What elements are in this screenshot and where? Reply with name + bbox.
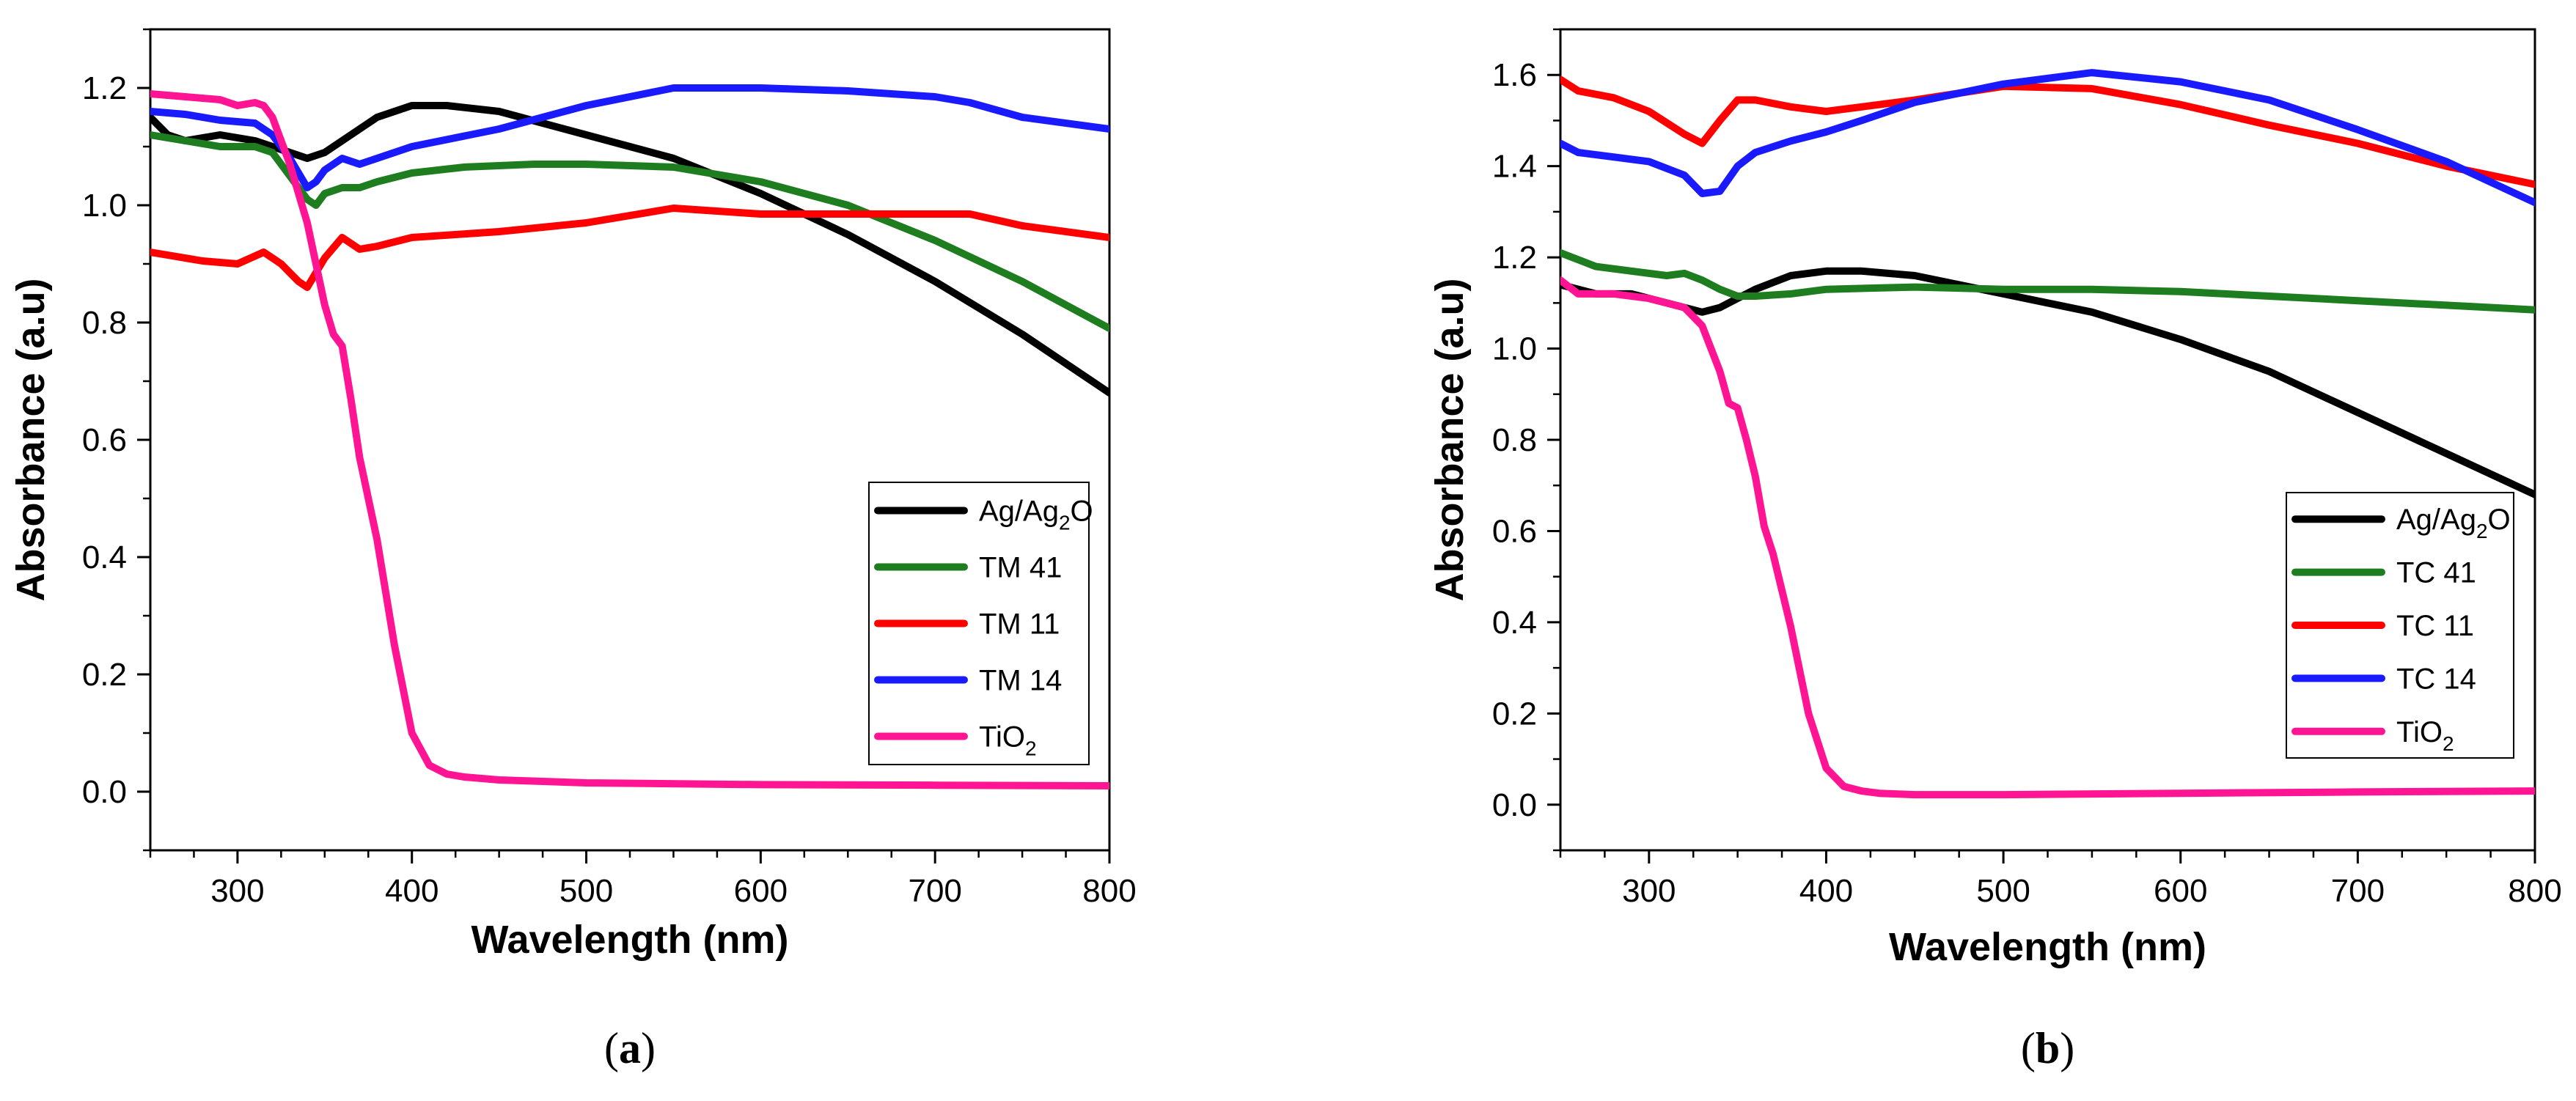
series-line-tc-41 <box>1560 248 2535 314</box>
y-tick-label: 0.6 <box>82 422 127 458</box>
legend-label: TM 41 <box>979 552 1062 584</box>
y-tick-label: 1.0 <box>1492 331 1537 367</box>
y-tick-label: 0.0 <box>1492 787 1537 823</box>
legend-label: TC 11 <box>2396 610 2474 642</box>
y-tick-label: 0.6 <box>1492 513 1537 549</box>
y-tick-label: 1.2 <box>82 70 127 106</box>
y-tick-label: 0.4 <box>82 540 127 575</box>
x-tick-label: 600 <box>2154 873 2207 909</box>
series-lines <box>1560 69 2535 799</box>
y-tick-label: 0.8 <box>1492 422 1537 458</box>
y-tick-label: 0.4 <box>1492 605 1537 641</box>
x-tick-label: 800 <box>1082 873 1136 909</box>
y-axis-title: Absorbance (a.u) <box>9 278 53 601</box>
legend: Ag/Ag2O TC 41 TC 11 TC 14 TiO2 <box>2286 492 2514 759</box>
series-line-tc-14 <box>1560 69 2535 207</box>
y-tick-label: 0.8 <box>82 305 127 341</box>
panel-label: (b) <box>2021 1024 2074 1072</box>
y-tick-label: 1.0 <box>82 188 127 224</box>
x-axis-title: Wavelength (nm) <box>471 918 788 962</box>
x-tick-label: 700 <box>908 873 961 909</box>
panel-label: (a) <box>604 1024 656 1072</box>
x-axis-title: Wavelength (nm) <box>1889 925 2206 969</box>
legend-label: TiO2 <box>979 721 1037 760</box>
series-line-tc-11 <box>1560 76 2535 188</box>
y-tick-label: 1.2 <box>1492 240 1537 276</box>
series-line-tio2 <box>150 90 1109 789</box>
y-tick-label: 0.2 <box>82 657 127 693</box>
legend-label: TiO2 <box>2396 716 2454 755</box>
chart-panel-b: 300 400 500 600 700 800 0.0 0.2 0.4 0.6 0.8 1.0 1.2 1… <box>1428 28 2562 1072</box>
legend-label: Ag/Ag2O <box>2396 504 2511 542</box>
series-line-tm-41 <box>150 131 1109 332</box>
x-tick-label: 400 <box>385 873 438 909</box>
x-tick-label: 300 <box>1622 873 1676 909</box>
x-tick-label: 500 <box>1976 873 2030 909</box>
series-line-tm-14 <box>150 84 1109 191</box>
y-tick-label: 1.6 <box>1492 57 1537 93</box>
series-line-tio2 <box>1560 276 2535 799</box>
x-tick-label: 500 <box>559 873 613 909</box>
series-line-ag-ag2o <box>150 102 1109 397</box>
legend-label: TM 11 <box>979 608 1060 641</box>
x-tick-label: 400 <box>1799 873 1853 909</box>
x-tick-label: 700 <box>2331 873 2385 909</box>
legend-label: TM 14 <box>979 665 1062 697</box>
x-tick-label: 300 <box>210 873 264 909</box>
y-axis-title: Absorbance (a.u) <box>1428 278 1472 601</box>
legend-label: Ag/Ag2O <box>979 496 1093 534</box>
legend-label: TC 41 <box>2396 557 2476 589</box>
series-line-tm-11 <box>150 205 1109 291</box>
y-tick-label: 1.4 <box>1492 149 1537 185</box>
chart-panel-a: 300 400 500 600 700 800 0.0 0.2 0.4 0.6 0.8 1.0 1.2 W… <box>9 28 1137 1072</box>
series-lines <box>150 84 1109 789</box>
x-tick-label: 600 <box>734 873 788 909</box>
legend: Ag/Ag2O TM 41 TM 11 TM 14 TiO2 <box>868 482 1093 765</box>
y-tick-label: 0.2 <box>1492 696 1537 732</box>
x-tick-label: 800 <box>2508 873 2561 909</box>
y-tick-label: 0.0 <box>82 774 127 810</box>
legend-label: TC 14 <box>2396 663 2476 695</box>
